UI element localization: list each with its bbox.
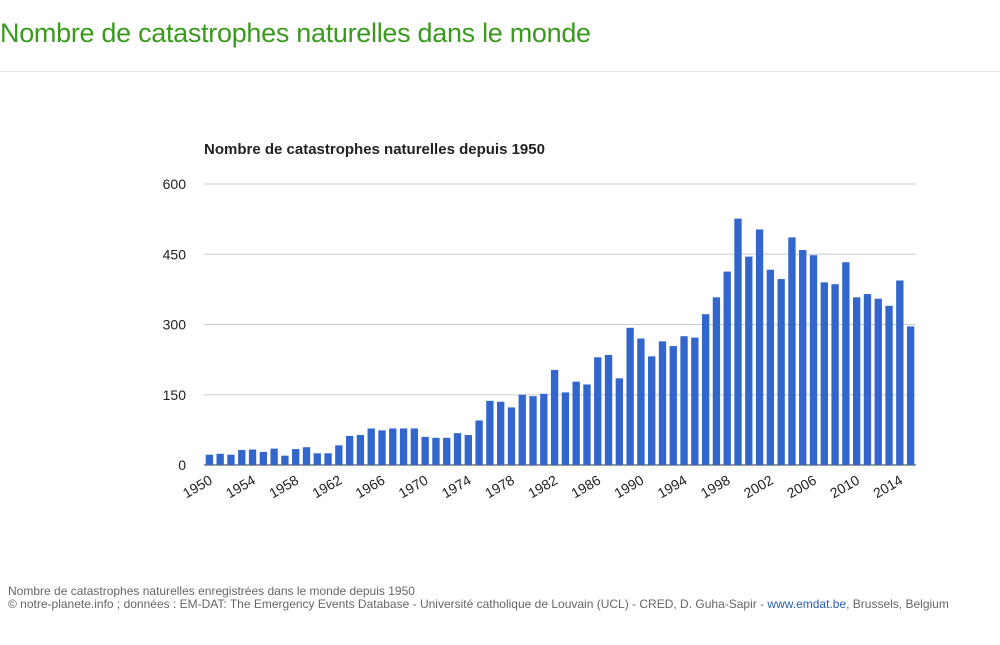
bar (691, 337, 699, 465)
bar (745, 256, 753, 465)
bar (475, 420, 483, 465)
bar (378, 430, 386, 465)
bar (324, 453, 332, 465)
x-tick-label: 1970 (396, 472, 431, 502)
bar (313, 453, 321, 465)
y-tick-label: 600 (163, 176, 187, 192)
bar (496, 401, 505, 465)
x-tick-label: 1994 (655, 472, 690, 502)
divider (0, 71, 1000, 72)
x-tick-label: 1954 (223, 472, 258, 502)
x-tick-label: 2014 (870, 472, 905, 502)
bar (734, 218, 742, 465)
bar (270, 448, 278, 465)
bar (896, 280, 904, 465)
x-tick-label: 1990 (611, 472, 646, 502)
bar (680, 336, 688, 465)
bar (238, 450, 246, 465)
caption-text: , Brussels, Belgium (846, 597, 949, 611)
x-tick-label: 2010 (827, 472, 862, 502)
bar (518, 394, 526, 465)
bar (777, 279, 785, 465)
x-tick-label: 2006 (784, 472, 819, 502)
bar (248, 449, 257, 465)
bar (863, 294, 872, 465)
y-tick-label: 0 (178, 457, 186, 473)
bar (507, 407, 516, 465)
bar (529, 396, 537, 465)
bar (205, 454, 214, 465)
bar (723, 271, 731, 465)
bar (216, 453, 224, 465)
bar (550, 369, 559, 465)
bar (658, 341, 667, 465)
x-tick-label: 1974 (439, 472, 474, 502)
bar (540, 393, 548, 465)
x-tick-label: 1982 (525, 472, 560, 502)
x-tick-label: 1998 (698, 472, 733, 502)
caption-line: Nombre de catastrophes naturelles enregi… (8, 584, 415, 598)
bar (766, 269, 775, 465)
bar (604, 354, 613, 465)
bar (626, 327, 634, 465)
bar (345, 435, 354, 465)
x-tick-label: 1962 (309, 472, 344, 502)
bar (831, 284, 839, 465)
bar (701, 314, 710, 465)
bar (281, 455, 289, 465)
bar (486, 400, 494, 465)
bar (432, 437, 440, 465)
bar (885, 305, 893, 465)
bar (356, 435, 365, 465)
bar (712, 297, 721, 465)
y-tick-label: 300 (163, 317, 187, 333)
bar (820, 282, 828, 465)
y-tick-label: 450 (163, 246, 187, 262)
link[interactable]: www.emdat.be (767, 597, 847, 611)
bar (615, 378, 624, 465)
x-tick-label: 2002 (741, 472, 776, 502)
bar (335, 445, 343, 465)
caption-text: © notre-planete.info ; données : EM-DAT:… (8, 597, 768, 611)
x-tick-label: 1966 (353, 472, 388, 502)
bar (874, 298, 882, 465)
bar (389, 428, 397, 465)
bar (292, 449, 300, 465)
page-title: Nombre de catastrophes naturelles dans l… (0, 18, 591, 48)
bar (421, 436, 429, 465)
x-tick-label: 1978 (482, 472, 517, 502)
chart-title: Nombre de catastrophes naturelles depuis… (204, 141, 545, 158)
bar (399, 428, 408, 465)
bar (464, 435, 472, 465)
bar (594, 357, 602, 465)
bar (453, 433, 462, 465)
bar (259, 451, 268, 465)
caption: Nombre de catastrophes naturelles enregi… (8, 585, 996, 611)
bar (648, 356, 656, 465)
bar (842, 262, 850, 465)
bar (583, 384, 591, 465)
bar (637, 338, 645, 465)
bar (799, 250, 807, 465)
bar (443, 437, 451, 465)
bar (788, 237, 796, 465)
bar (367, 428, 375, 465)
bar (561, 392, 570, 465)
bar (852, 297, 861, 465)
bar (669, 346, 677, 465)
bar (410, 428, 419, 465)
bar (302, 447, 311, 465)
x-tick-label: 1958 (266, 472, 301, 502)
y-tick-label: 150 (163, 387, 187, 403)
x-tick-label: 1950 (180, 472, 215, 502)
bar (906, 326, 915, 465)
bar (227, 454, 235, 465)
bar (755, 229, 764, 465)
bar (809, 255, 818, 465)
bar (572, 381, 580, 465)
x-tick-label: 1986 (568, 472, 603, 502)
